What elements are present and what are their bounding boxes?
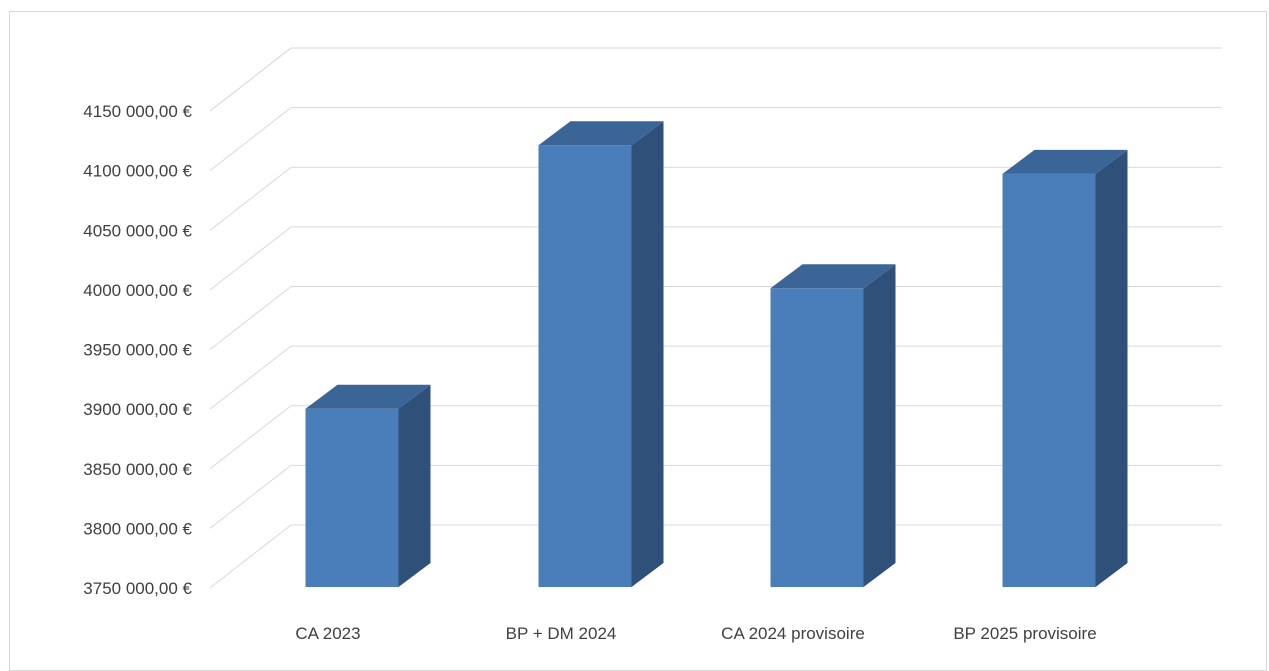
y-tick-label: 4100 000,00 € [83, 162, 192, 181]
bar [770, 264, 896, 587]
x-axis-category-labels: CA 2023 BP + DM 2024 CA 2024 provisoire BP … [295, 624, 1096, 643]
bar [538, 121, 664, 587]
y-axis-tick-labels: 3750 000,00 € 3800 000,00 € 3850 000,00 € 3… [83, 102, 192, 598]
bar-front-face [305, 408, 399, 587]
bar-front-face [538, 145, 632, 587]
bar-side-face [1095, 149, 1128, 587]
gridline-diagonal [209, 524, 292, 589]
y-tick-label: 3950 000,00 € [83, 341, 192, 360]
bar-side-face [398, 384, 431, 587]
gridline-diagonal [209, 47, 292, 112]
y-tick-label: 3850 000,00 € [83, 460, 192, 479]
x-category-label: BP + DM 2024 [506, 624, 617, 643]
gridline-diagonal [209, 405, 292, 470]
gridline-diagonal [209, 107, 292, 172]
bars [305, 121, 1128, 587]
gridline-diagonal [209, 226, 292, 291]
bar-side-face [863, 264, 896, 587]
bar-front-face [770, 288, 864, 587]
y-tick-label: 3750 000,00 € [83, 579, 192, 598]
bar-top-face [770, 264, 896, 289]
y-tick-label: 4150 000,00 € [83, 102, 192, 121]
gridline-diagonal [209, 345, 292, 410]
bar [1002, 149, 1128, 587]
bar-top-face [305, 384, 431, 409]
gridline-diagonal [209, 286, 292, 350]
bar-top-face [1002, 149, 1128, 174]
y-tick-label: 4050 000,00 € [83, 221, 192, 240]
gridline-diagonal [209, 464, 292, 529]
bar-front-face [1002, 173, 1096, 587]
bar [305, 384, 431, 587]
x-category-label: CA 2023 [295, 624, 360, 643]
x-category-label: BP 2025 provisoire [953, 624, 1096, 643]
y-tick-label: 3900 000,00 € [83, 400, 192, 419]
gridline-diagonal [209, 166, 292, 231]
y-tick-label: 4000 000,00 € [83, 281, 192, 300]
bar-side-face [631, 121, 664, 587]
y-tick-label: 3800 000,00 € [83, 519, 192, 538]
x-category-label: CA 2024 provisoire [721, 624, 865, 643]
bar-top-face [538, 121, 664, 146]
